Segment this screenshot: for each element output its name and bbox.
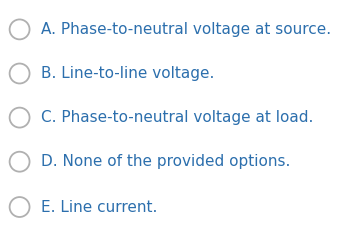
Text: D. None of the provided options.: D. None of the provided options.: [41, 154, 290, 169]
Text: A. Phase-to-neutral voltage at source.: A. Phase-to-neutral voltage at source.: [41, 22, 331, 37]
Text: B. Line-to-line voltage.: B. Line-to-line voltage.: [41, 66, 214, 81]
Text: C. Phase-to-neutral voltage at load.: C. Phase-to-neutral voltage at load.: [41, 110, 313, 125]
Text: E. Line current.: E. Line current.: [41, 199, 157, 215]
